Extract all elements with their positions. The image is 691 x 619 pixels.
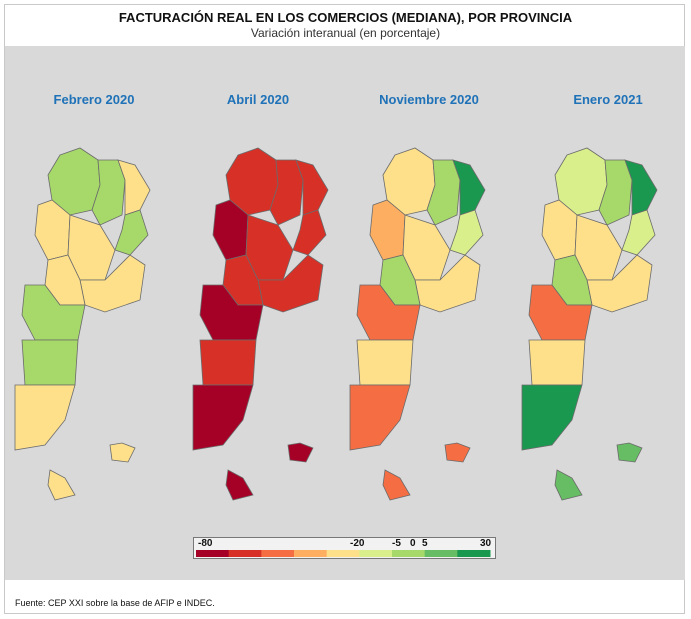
region-malvinas [616, 442, 643, 463]
legend-tick-minus-5: -5 [392, 538, 401, 549]
map-enero-2021 [521, 147, 658, 501]
figure-title: FACTURACIÓN REAL EN LOS COMERCIOS (MEDIA… [118, 10, 573, 25]
period-label-enero-2021: Enero 2021 [573, 92, 643, 107]
legend-tick-minus-80: -80 [198, 538, 213, 549]
legend-tick-minus-20: -20 [350, 538, 365, 549]
region-buenos-aires [257, 254, 324, 313]
region-santa-cruz [14, 384, 76, 451]
region-malvinas [109, 442, 136, 463]
region-tierra-del-fuego [382, 469, 411, 501]
region-neuquen-rio-negro [528, 284, 593, 341]
period-label-febrero-2020: Febrero 2020 [53, 92, 135, 107]
period-label-noviembre-2020: Noviembre 2020 [379, 92, 479, 107]
legend-swatch-3 [294, 550, 328, 557]
region-malvinas [287, 442, 314, 463]
region-santa-cruz [349, 384, 411, 451]
figure-subtitle: Variación interanual (en porcentaje) [250, 26, 441, 40]
region-malvinas [444, 442, 471, 463]
legend-swatch-0 [196, 550, 230, 557]
legend-swatch-7 [424, 550, 458, 557]
legend-swatch-1 [228, 550, 262, 557]
region-buenos-aires [79, 254, 146, 313]
legend-swatch-4 [326, 550, 360, 557]
region-tierra-del-fuego [554, 469, 583, 501]
legend-swatch-6 [392, 550, 426, 557]
region-neuquen-rio-negro [21, 284, 86, 341]
legend-tick-0: 0 [410, 538, 416, 549]
region-neuquen-rio-negro [356, 284, 421, 341]
map-febrero-2020 [14, 147, 151, 501]
map-abril-2020 [192, 147, 329, 501]
legend-tick-30: 30 [480, 538, 492, 549]
legend-swatch-2 [261, 550, 295, 557]
region-neuquen-rio-negro [199, 284, 264, 341]
region-tierra-del-fuego [47, 469, 76, 501]
legend-swatch-8 [457, 550, 491, 557]
source-note: Fuente: CEP XXI sobre la base de AFIP e … [15, 598, 215, 608]
region-buenos-aires [586, 254, 653, 313]
period-label-abril-2020: Abril 2020 [226, 92, 290, 107]
region-santa-cruz [192, 384, 254, 451]
region-tierra-del-fuego [225, 469, 254, 501]
map-noviembre-2020 [349, 147, 486, 501]
legend-swatch-5 [359, 550, 393, 557]
legend-tick-5: 5 [422, 538, 428, 549]
region-santa-cruz [521, 384, 583, 451]
region-buenos-aires [414, 254, 481, 313]
